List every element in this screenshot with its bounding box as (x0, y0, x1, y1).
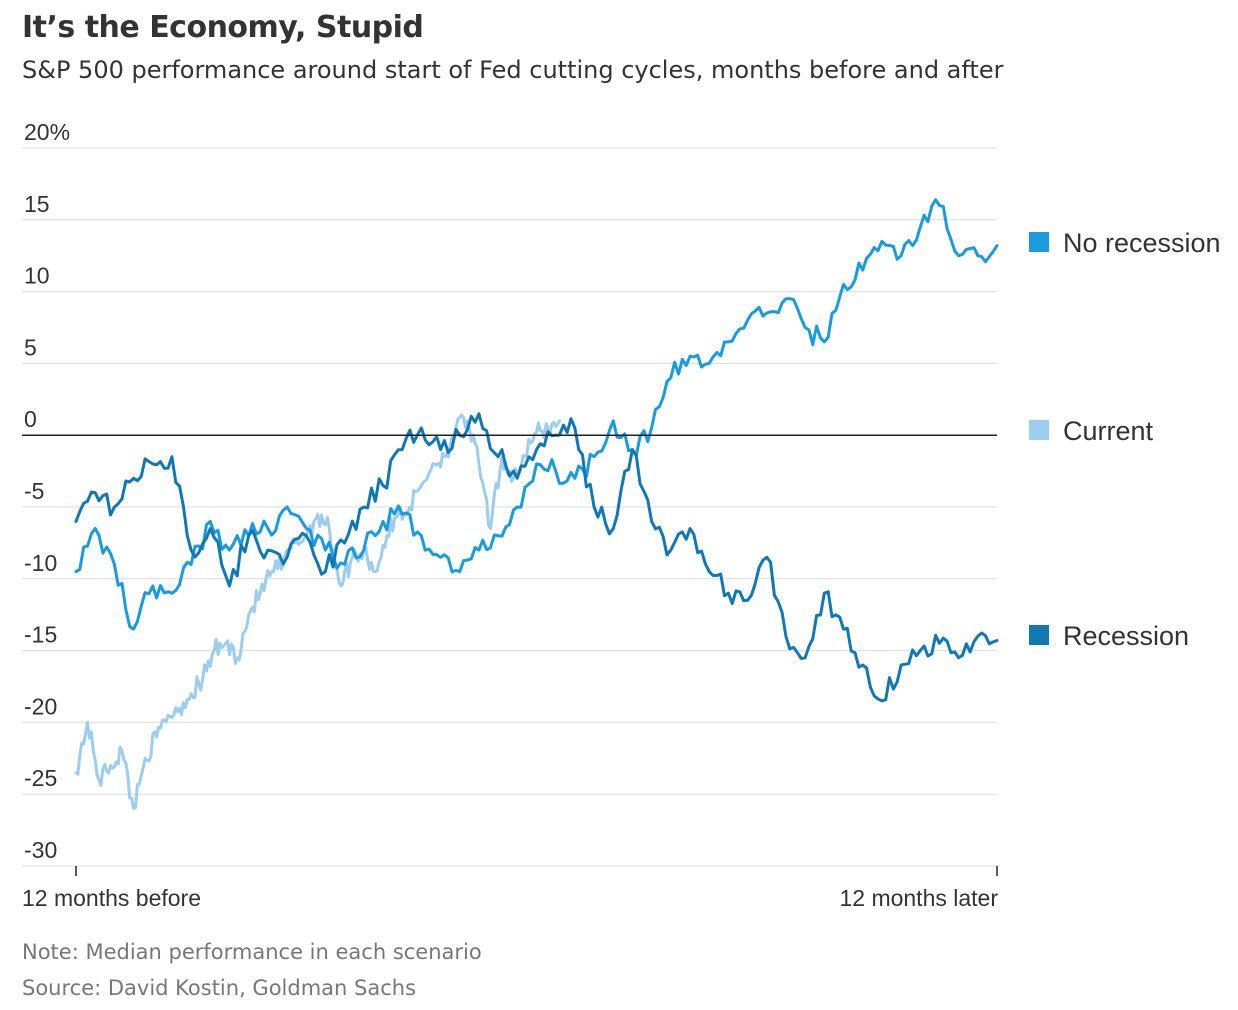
y-tick-label: -10 (24, 550, 57, 576)
x-tick-label: 12 months before (22, 885, 201, 911)
y-tick-label: 10 (24, 263, 50, 289)
y-tick-label: 0 (24, 406, 37, 432)
legend-label: Current (1063, 416, 1154, 446)
y-tick-label: 15 (24, 191, 50, 217)
legend-label: Recession (1063, 621, 1189, 651)
x-axis: 12 months before 12 months later (22, 865, 998, 911)
x-tick-label: 12 months later (839, 885, 998, 911)
series-line-no-recession (74, 198, 999, 631)
y-axis-tick-labels: 20% 15 10 5 0 -5 -10 -15 -20 -25 -30 (24, 119, 70, 863)
series-line-current (74, 413, 561, 811)
legend-swatch (1029, 625, 1049, 645)
chart-subtitle: S&P 500 performance around start of Fed … (22, 56, 1004, 84)
y-tick-label: -30 (24, 837, 57, 863)
y-tick-label: -5 (24, 478, 44, 504)
y-tick-label: -15 (24, 622, 57, 648)
line-chart: 20% 15 10 5 0 -5 -10 -15 -20 -25 -30 12 months bef… (22, 119, 1221, 911)
grid-lines (22, 147, 997, 867)
chart-source: Source: David Kostin, Goldman Sachs (22, 976, 417, 1000)
series-line-recession (74, 412, 999, 703)
chart-title: It’s the Economy, Stupid (22, 10, 424, 45)
series-lines (74, 198, 999, 811)
y-tick-label: -20 (24, 693, 57, 719)
legend-swatch (1029, 420, 1049, 440)
legend-label: No recession (1063, 228, 1221, 258)
legend-swatch (1029, 232, 1049, 252)
y-tick-label: 20% (24, 119, 70, 145)
y-tick-label: 5 (24, 334, 37, 360)
chart-note: Note: Median performance in each scenari… (22, 940, 482, 964)
legend: No recession Current Recession (1029, 228, 1221, 651)
y-tick-label: -25 (24, 765, 57, 791)
